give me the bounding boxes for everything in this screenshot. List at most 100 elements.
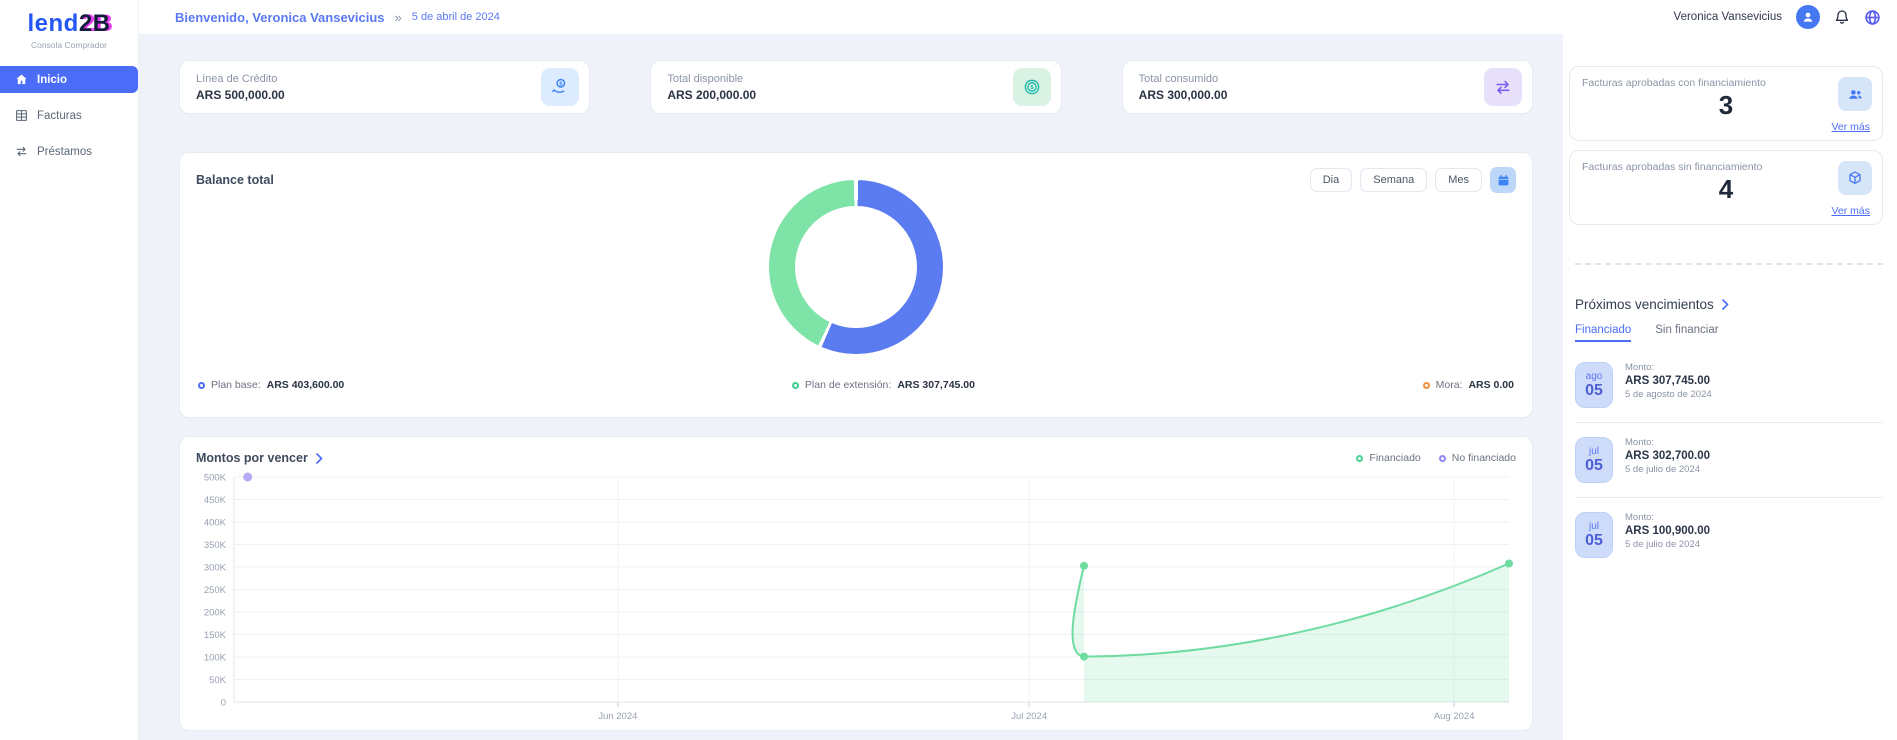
topbar-actions: Veronica Vansevicius [1674,5,1881,29]
transfer-arrows-icon [1484,68,1522,106]
avatar[interactable] [1796,5,1820,29]
date-badge: ago 05 [1575,362,1613,408]
upcoming-due-title: Próximos vencimientos [1575,297,1714,312]
users-icon [1838,77,1872,111]
badge-month: jul [1589,446,1599,457]
stat-value: ARS 200,000.00 [667,88,756,102]
item-texts: Monto: ARS 100,900.00 5 de julio de 2024 [1625,512,1710,550]
amount-label: Monto: [1625,512,1710,523]
svg-text:0: 0 [221,698,226,709]
loans-swap-icon [14,145,28,159]
stat-texts: Total disponible ARS 200,000.00 [667,73,756,102]
upcoming-tabs: Financiado Sin financiar [1575,324,1883,342]
logo-2b: 2B [79,10,111,37]
plan-base-marker-icon [198,382,205,389]
due-date: 5 de julio de 2024 [1625,539,1710,550]
list-item[interactable]: ago 05 Monto: ARS 307,745.00 5 de agosto… [1575,362,1883,408]
range-day-button[interactable]: Dia [1310,168,1353,192]
chevron-right-icon [316,453,323,464]
amount-label: Monto: [1625,362,1712,373]
date-badge: jul 05 [1575,437,1613,483]
language-globe-icon[interactable] [1864,9,1881,26]
amounts-due-title: Montos por vencer [196,451,308,465]
svg-text:350K: 350K [204,540,227,551]
consumed-total-card: Total consumido ARS 300,000.00 [1122,60,1533,114]
stats-row: Línea de Crédito ARS 500,000.00 $ Total … [179,60,1533,114]
svg-text:200K: 200K [204,608,227,619]
svg-text:450K: 450K [204,495,227,506]
range-month-button[interactable]: Mes [1435,168,1482,192]
no-financiado-marker-icon [1439,455,1446,462]
logo-text: lend2B [0,10,138,38]
amounts-due-line-chart: 500K450K400K350K300K250K200K150K100K50K0… [184,469,1518,724]
stat-label: Total consumido [1139,73,1228,85]
notifications-bell-icon[interactable] [1834,9,1850,25]
plan-extension-marker-icon [792,382,799,389]
legend-label: Plan base: [211,379,261,391]
list-item[interactable]: jul 05 Monto: ARS 302,700.00 5 de julio … [1575,437,1883,483]
list-divider [1575,497,1883,498]
amount-value: ARS 307,745.00 [1625,375,1712,387]
svg-text:150K: 150K [204,630,227,641]
badge-month: ago [1586,371,1603,382]
logo-subtitle: Consola Comprador [0,40,138,50]
date-badge: jul 05 [1575,512,1613,558]
ver-mas-link[interactable]: Ver más [1831,121,1870,133]
balance-title: Balance total [196,173,274,187]
stat-texts: Total consumido ARS 300,000.00 [1139,73,1228,102]
due-date: 5 de agosto de 2024 [1625,389,1712,400]
legend-label: No financiado [1452,452,1516,464]
stat-label: Total disponible [667,73,756,85]
tab-sin-financiar[interactable]: Sin financiar [1655,324,1718,342]
dashed-divider [1575,263,1883,265]
sidebar-item-facturas[interactable]: Facturas [0,102,138,129]
mora-marker-icon [1423,382,1430,389]
hand-coin-icon: $ [541,68,579,106]
app-logo: lend2B Consola Comprador [0,0,138,50]
main-content: Línea de Crédito ARS 500,000.00 $ Total … [139,34,1563,740]
range-buttons: Dia Semana Mes [1310,167,1516,193]
tab-financiado[interactable]: Financiado [1575,324,1631,342]
amounts-legend: Financiado No financiado [1356,452,1516,464]
balance-donut-chart [769,180,943,354]
coin-icon: $ [1013,68,1051,106]
upcoming-list: ago 05 Monto: ARS 307,745.00 5 de agosto… [1575,362,1883,558]
range-week-button[interactable]: Semana [1360,168,1427,192]
due-date: 5 de julio de 2024 [1625,464,1710,475]
badge-month: jul [1589,521,1599,532]
legend-value: ARS 0.00 [1468,379,1514,391]
invoices-grid-icon [14,109,28,123]
svg-text:Jul 2024: Jul 2024 [1011,711,1047,722]
card-title: Facturas aprobadas con financiamiento [1582,77,1812,89]
ver-mas-link[interactable]: Ver más [1831,205,1870,217]
approved-unfinanced-card: Facturas aprobadas sin financiamiento 4 … [1569,150,1883,225]
sidebar-item-inicio[interactable]: Inicio [0,66,138,93]
svg-text:250K: 250K [204,585,227,596]
stat-value: ARS 300,000.00 [1139,88,1228,102]
badge-day: 05 [1585,457,1603,474]
upcoming-due-title-link[interactable]: Próximos vencimientos [1575,297,1883,312]
legend-plan-base: Plan base: ARS 403,600.00 [198,379,344,391]
approved-financed-count: 3 [1582,90,1870,121]
sidebar-item-label: Inicio [37,74,67,86]
chevron-right-icon [1722,299,1729,310]
legend-label: Mora: [1436,379,1463,391]
amounts-due-header: Montos por vencer Financiado No financia… [180,437,1532,465]
amounts-due-title-link[interactable]: Montos por vencer [196,451,323,465]
amount-label: Monto: [1625,437,1710,448]
amounts-due-card: Montos por vencer Financiado No financia… [179,436,1533,731]
calendar-button[interactable] [1490,167,1516,193]
legend-no-financiado: No financiado [1439,452,1516,464]
sidebar-nav: Inicio Facturas Préstamos [0,66,138,165]
sidebar-item-prestamos[interactable]: Préstamos [0,138,138,165]
approved-financed-card: Facturas aprobadas con financiamiento 3 … [1569,66,1883,141]
svg-text:Aug 2024: Aug 2024 [1434,711,1475,722]
current-date: 5 de abril de 2024 [412,11,500,23]
stat-value: ARS 500,000.00 [196,88,285,102]
financiado-marker-icon [1356,455,1363,462]
list-item[interactable]: jul 05 Monto: ARS 100,900.00 5 de julio … [1575,512,1883,558]
legend-mora: Mora: ARS 0.00 [1423,379,1514,391]
legend-value: ARS 403,600.00 [267,379,345,391]
logo-lend: lend [27,10,78,37]
legend-label: Plan de extensión: [805,379,891,391]
